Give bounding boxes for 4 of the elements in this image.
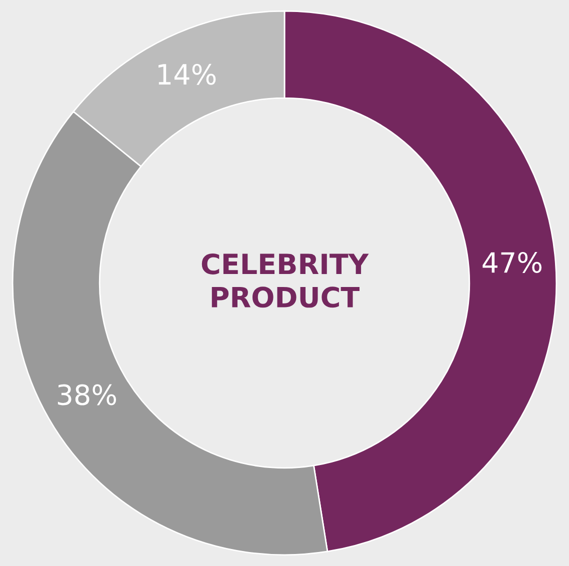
- data-label: 47%: [482, 252, 542, 273]
- data-label: 14%: [158, 64, 216, 85]
- data-label: 38%: [58, 384, 116, 406]
- text: CELEBRITY PRODUCT: [202, 253, 369, 308]
